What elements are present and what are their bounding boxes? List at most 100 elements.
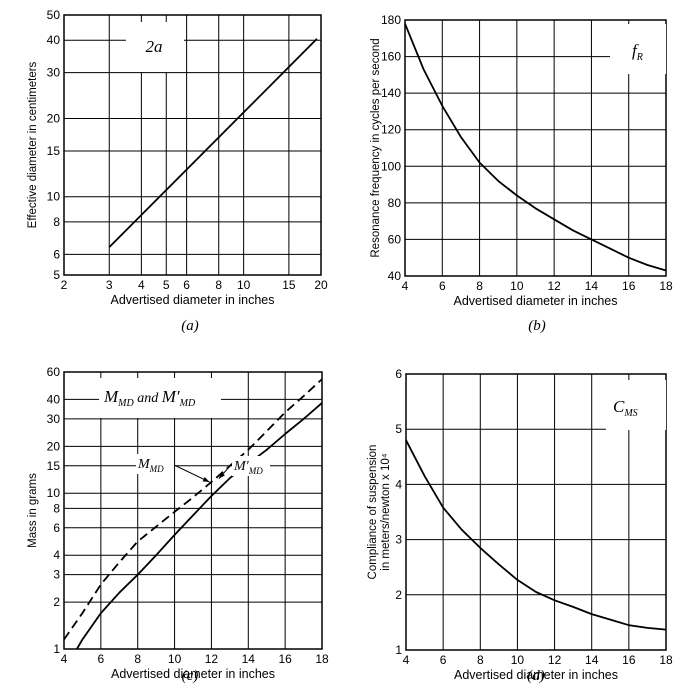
y-tick-label: 5 bbox=[53, 268, 60, 282]
annotation-sub: MD bbox=[149, 464, 164, 474]
x-tick-label: 12 bbox=[205, 652, 219, 666]
x-tick-label: 8 bbox=[477, 653, 484, 667]
y-tick-label: 10 bbox=[47, 486, 61, 500]
curve-label-main: f bbox=[632, 41, 639, 60]
y-tick-label: 1 bbox=[53, 642, 60, 656]
y-axis-label: Effective diameter in centimeters bbox=[27, 61, 39, 228]
y-tick-label: 2 bbox=[395, 588, 402, 602]
x-tick-label: 8 bbox=[215, 278, 222, 292]
x-tick-label: 3 bbox=[106, 278, 113, 292]
annotation-main: M′ bbox=[233, 459, 250, 474]
y-tick-label: 80 bbox=[388, 196, 402, 210]
label-box bbox=[606, 380, 666, 430]
y-tick-label: 3 bbox=[53, 568, 60, 582]
x-axis-label: Advertised diameter in inches bbox=[111, 667, 275, 681]
x-tick-label: 14 bbox=[585, 279, 599, 293]
series-line-d-0 bbox=[405, 439, 667, 631]
x-tick-label: 8 bbox=[476, 279, 483, 293]
x-tick-label: 6 bbox=[98, 652, 105, 666]
x-axis-label: Advertised diameter in inches bbox=[111, 293, 275, 307]
y-tick-label: 6 bbox=[53, 521, 60, 535]
x-axis-label: Advertised diameter in inches bbox=[454, 668, 618, 682]
chart-panel-b: 4 6 8 10 12 14 16 18 40 60 80 100 120 140 160 180 fR Adve… bbox=[370, 13, 673, 334]
label-box bbox=[610, 24, 666, 74]
annotation-bg bbox=[136, 454, 174, 474]
y-tick-label: 4 bbox=[395, 477, 402, 491]
x-tick-label: 10 bbox=[511, 653, 525, 667]
x-tick-label: 10 bbox=[237, 278, 251, 292]
curve-label-sub: MS bbox=[623, 408, 637, 419]
x-tick-label: 4 bbox=[403, 653, 410, 667]
y-tick-label: 50 bbox=[47, 8, 61, 22]
y-tick-label: 120 bbox=[381, 123, 401, 137]
y-tick-label: 1 bbox=[395, 643, 402, 657]
y-tick-label: 8 bbox=[53, 501, 60, 515]
x-tick-label: 12 bbox=[547, 279, 561, 293]
x-tick-label: 8 bbox=[134, 652, 141, 666]
x-axis-label: Advertised diameter in inches bbox=[454, 294, 618, 308]
annotation-arrow bbox=[171, 463, 210, 483]
panel-caption: (a) bbox=[181, 318, 199, 334]
curve-label-main: 2a bbox=[146, 37, 163, 56]
series-line-c-0 bbox=[63, 378, 323, 641]
x-tick-label: 18 bbox=[659, 653, 673, 667]
y-tick-label: 15 bbox=[47, 144, 61, 158]
curve-label-main: C bbox=[613, 397, 625, 416]
x-tick-label: 10 bbox=[168, 652, 182, 666]
y-tick-label: 8 bbox=[53, 215, 60, 229]
y-axis-label: Resonance frequency in cycles per second bbox=[370, 38, 382, 257]
curve-label-join: and bbox=[134, 391, 162, 406]
series-line-b-0 bbox=[404, 23, 667, 272]
y-tick-label: 40 bbox=[47, 33, 61, 47]
plot-frame bbox=[63, 371, 323, 650]
x-tick-label: 20 bbox=[314, 278, 328, 292]
curve-label-sub: MD bbox=[117, 398, 134, 409]
panel-caption: (d) bbox=[527, 668, 545, 684]
y-tick-label: 20 bbox=[47, 439, 61, 453]
x-tick-label: 6 bbox=[183, 278, 190, 292]
y-tick-label: 3 bbox=[395, 533, 402, 547]
y-tick-label: 4 bbox=[53, 548, 60, 562]
curve-label-sub2: MD bbox=[179, 398, 196, 409]
y-tick-label: 40 bbox=[47, 392, 61, 406]
annotation-label: MMD bbox=[137, 457, 164, 474]
y-tick-label: 6 bbox=[53, 247, 60, 261]
panel-caption: (b) bbox=[528, 318, 546, 334]
plot-frame bbox=[405, 373, 667, 651]
chart-panel-a: 2 3 4 5 6 8 10 15 205681015203040502aAdvertised … bbox=[27, 8, 328, 334]
x-tick-label: 6 bbox=[439, 279, 446, 293]
y-tick-label: 140 bbox=[381, 86, 401, 100]
panel-caption: (c) bbox=[182, 668, 199, 684]
x-tick-label: 18 bbox=[315, 652, 329, 666]
x-tick-label: 16 bbox=[622, 653, 636, 667]
x-tick-label: 12 bbox=[548, 653, 562, 667]
series-line-c-1 bbox=[76, 402, 323, 650]
curve-label: CMS bbox=[613, 397, 638, 419]
label-box bbox=[126, 22, 184, 72]
curve-label: MMD and M′MD bbox=[103, 387, 196, 409]
label-box bbox=[99, 378, 221, 418]
annotation-arrowhead bbox=[202, 477, 210, 483]
x-tick-label: 15 bbox=[282, 278, 296, 292]
curve-label-main2: M′ bbox=[161, 387, 180, 406]
y-tick-label: 40 bbox=[388, 269, 402, 283]
y-tick-label: 6 bbox=[395, 367, 402, 381]
x-tick-label: 4 bbox=[138, 278, 145, 292]
curve-label-sub: R bbox=[636, 52, 643, 63]
annotation-arrowhead bbox=[218, 472, 225, 479]
y-tick-label: 10 bbox=[47, 190, 61, 204]
series-line-a-0 bbox=[108, 38, 318, 248]
y-tick-label: 60 bbox=[47, 365, 61, 379]
annotation-sub: MD bbox=[248, 466, 263, 476]
y-tick-label: 30 bbox=[47, 412, 61, 426]
x-tick-label: 18 bbox=[659, 279, 673, 293]
annotation-label: M′MD bbox=[233, 459, 263, 476]
x-tick-label: 14 bbox=[585, 653, 599, 667]
curve-label: 2a bbox=[146, 37, 163, 56]
y-tick-label: 100 bbox=[381, 159, 401, 173]
x-tick-label: 4 bbox=[402, 279, 409, 293]
y-tick-label: 30 bbox=[47, 66, 61, 80]
annotation-main: M bbox=[137, 457, 151, 472]
